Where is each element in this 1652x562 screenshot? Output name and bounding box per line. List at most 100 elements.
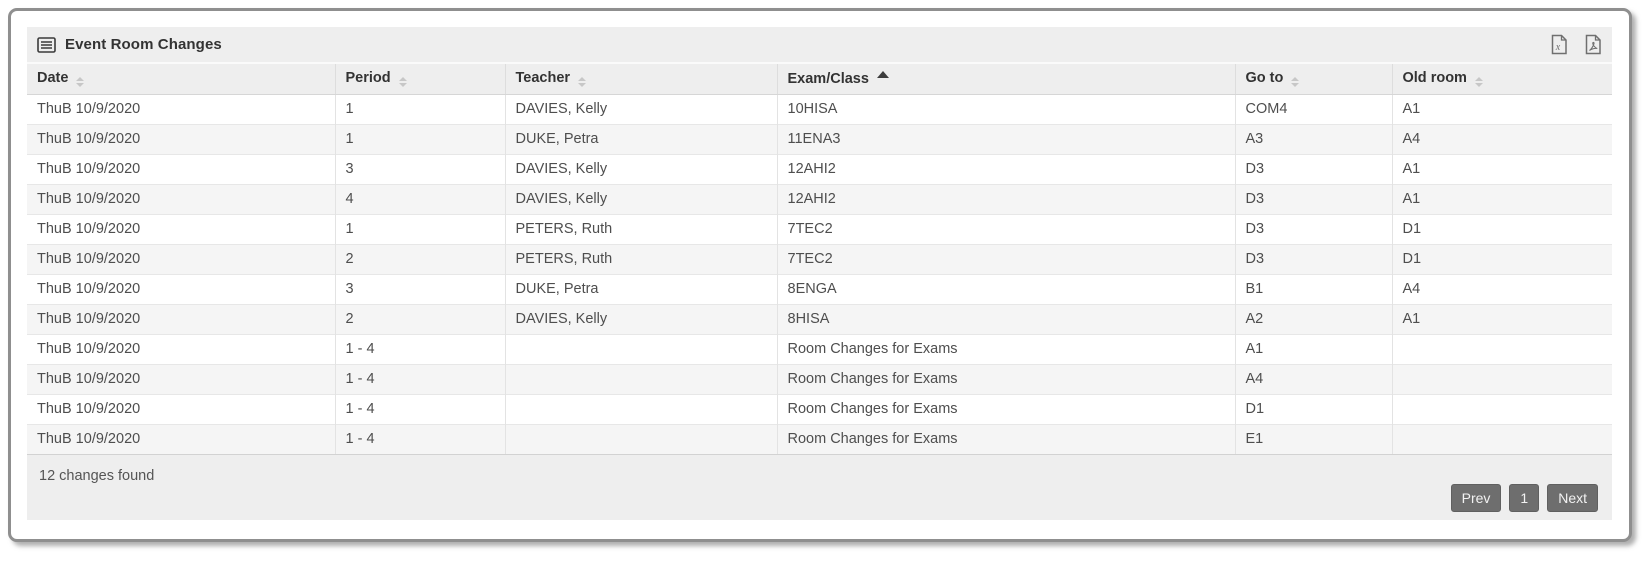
table-row: ThuB 10/9/2020 2 PETERS, Ruth 7TEC2 D3 D1: [27, 243, 1612, 274]
table-cell: 7TEC2: [776, 213, 1235, 244]
table-cell: ThuB 10/9/2020: [27, 303, 335, 334]
table-row: ThuB 10/9/2020 1 DAVIES, Kelly 10HISA COM4 A1: [27, 93, 1612, 124]
table-cell: 1 - 4: [334, 393, 505, 424]
sort-both-icon: [398, 77, 407, 88]
panel-title-bar: Event Room Changes x: [27, 27, 1612, 64]
table-cell: 3: [334, 153, 505, 184]
sort-both-icon: [76, 77, 85, 88]
table-cell: DAVIES, Kelly: [504, 303, 777, 334]
table-row: ThuB 10/9/2020 4 DAVIES, Kelly 12AHI2 D3 A1: [27, 183, 1612, 214]
table-cell: D1: [1391, 213, 1612, 244]
column-header-go-to[interactable]: Go to: [1234, 64, 1392, 95]
table-row: ThuB 10/9/2020 2 DAVIES, Kelly 8HISA A2 A1: [27, 303, 1612, 334]
list-icon: [37, 36, 56, 53]
table-cell: 1: [334, 123, 505, 154]
table-cell: [1391, 393, 1612, 424]
table-cell: 3: [334, 273, 505, 304]
pagination-next-button[interactable]: Next: [1547, 484, 1598, 512]
sort-both-icon: [1291, 77, 1300, 88]
table-cell: DAVIES, Kelly: [504, 153, 777, 184]
sort-both-icon: [578, 77, 587, 88]
room-changes-table: Date Period Teacher Exam/Class Go to Old room…: [27, 64, 1612, 454]
pdf-file-icon: [1584, 34, 1602, 55]
table-cell: A1: [1391, 303, 1612, 334]
pagination: Prev 1 Next: [1450, 484, 1598, 512]
pagination-prev-button[interactable]: Prev: [1450, 484, 1502, 512]
table-cell: Room Changes for Exams: [776, 333, 1235, 364]
table-cell: D3: [1234, 213, 1392, 244]
table-cell: [504, 363, 777, 394]
table-cell: D1: [1234, 393, 1392, 424]
table-cell: A4: [1234, 363, 1392, 394]
table-cell: ThuB 10/9/2020: [27, 213, 335, 244]
column-label: Period: [345, 70, 391, 87]
table-cell: A2: [1234, 303, 1392, 334]
table-cell: D3: [1234, 153, 1392, 184]
table-cell: A1: [1391, 153, 1612, 184]
table-cell: 2: [334, 243, 505, 274]
column-label: Old room: [1402, 70, 1467, 87]
column-label: Exam/Class: [787, 70, 869, 87]
table-row: ThuB 10/9/2020 1 - 4 Room Changes for Exam…: [27, 393, 1612, 424]
column-label: Date: [37, 70, 69, 87]
table-row: ThuB 10/9/2020 1 DUKE, Petra 11ENA3 A3 A4: [27, 123, 1612, 154]
table-cell: A1: [1391, 93, 1612, 124]
column-header-old-room[interactable]: Old room: [1391, 64, 1612, 95]
table-cell: ThuB 10/9/2020: [27, 123, 335, 154]
column-header-exam-class[interactable]: Exam/Class: [776, 64, 1235, 95]
window-frame: Event Room Changes x: [8, 8, 1632, 542]
export-pdf-button[interactable]: [1584, 34, 1602, 55]
table-cell: 1 - 4: [334, 363, 505, 394]
table-cell: ThuB 10/9/2020: [27, 333, 335, 364]
results-summary: 12 changes found: [39, 468, 155, 484]
table-cell: DUKE, Petra: [504, 123, 777, 154]
table-cell: COM4: [1234, 93, 1392, 124]
sort-asc-icon: [876, 70, 889, 78]
export-excel-button[interactable]: x: [1550, 34, 1568, 55]
table-cell: PETERS, Ruth: [504, 243, 777, 274]
column-header-period[interactable]: Period: [334, 64, 505, 95]
table-cell: 4: [334, 183, 505, 214]
table-cell: [1391, 333, 1612, 364]
panel-title: Event Room Changes: [65, 36, 222, 53]
table-cell: [504, 333, 777, 364]
column-header-date[interactable]: Date: [27, 64, 335, 95]
table-cell: DAVIES, Kelly: [504, 93, 777, 124]
table-cell: D3: [1234, 183, 1392, 214]
table-cell: ThuB 10/9/2020: [27, 363, 335, 394]
table-footer: 12 changes found Prev 1 Next: [27, 454, 1612, 520]
table-row: ThuB 10/9/2020 1 - 4 Room Changes for Exam…: [27, 363, 1612, 394]
table-cell: ThuB 10/9/2020: [27, 183, 335, 214]
table-cell: ThuB 10/9/2020: [27, 393, 335, 424]
table-cell: Room Changes for Exams: [776, 363, 1235, 394]
table-row: ThuB 10/9/2020 1 PETERS, Ruth 7TEC2 D3 D1: [27, 213, 1612, 244]
table-cell: ThuB 10/9/2020: [27, 423, 335, 454]
table-cell: A4: [1391, 273, 1612, 304]
table-row: ThuB 10/9/2020 1 - 4 Room Changes for Exam…: [27, 423, 1612, 454]
table-cell: [1391, 423, 1612, 454]
table-cell: 8HISA: [776, 303, 1235, 334]
column-label: Go to: [1245, 70, 1284, 87]
svg-text:x: x: [1555, 42, 1561, 53]
table-cell: 7TEC2: [776, 243, 1235, 274]
column-header-teacher[interactable]: Teacher: [504, 64, 777, 95]
table-body: ThuB 10/9/2020 1 DAVIES, Kelly 10HISA COM4 A1…: [27, 93, 1612, 454]
table-cell: PETERS, Ruth: [504, 213, 777, 244]
table-cell: 11ENA3: [776, 123, 1235, 154]
table-cell: Room Changes for Exams: [776, 423, 1235, 454]
excel-file-icon: x: [1550, 34, 1568, 55]
table-cell: A1: [1391, 183, 1612, 214]
table-cell: ThuB 10/9/2020: [27, 93, 335, 124]
table-cell: DAVIES, Kelly: [504, 183, 777, 214]
table-cell: [504, 423, 777, 454]
table-cell: 1: [334, 93, 505, 124]
table-cell: A4: [1391, 123, 1612, 154]
table-row: ThuB 10/9/2020 1 - 4 Room Changes for Exam…: [27, 333, 1612, 364]
table-cell: ThuB 10/9/2020: [27, 153, 335, 184]
table-cell: [504, 393, 777, 424]
table-header-row: Date Period Teacher Exam/Class Go to Old room: [27, 64, 1612, 95]
table-row: ThuB 10/9/2020 3 DUKE, Petra 8ENGA B1 A4: [27, 273, 1612, 304]
table-cell: 1 - 4: [334, 423, 505, 454]
pagination-1-button[interactable]: 1: [1509, 484, 1540, 512]
table-cell: A1: [1234, 333, 1392, 364]
